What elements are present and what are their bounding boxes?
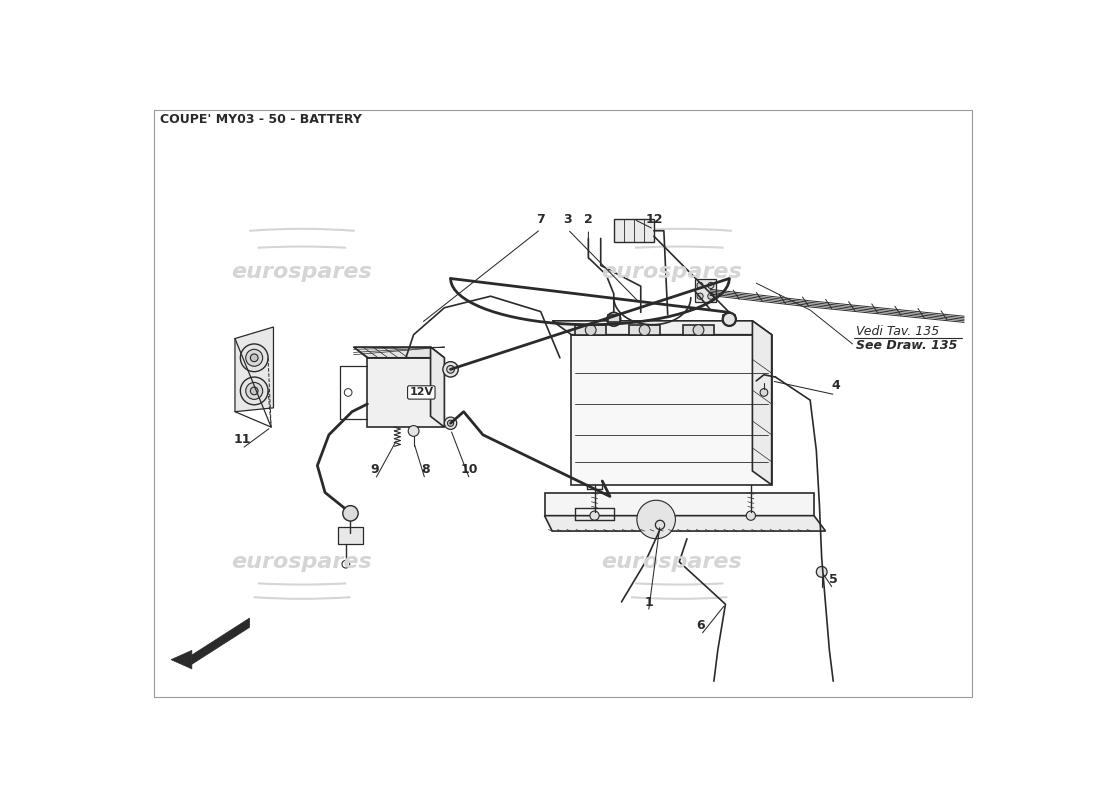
Circle shape	[607, 312, 620, 326]
Text: 2: 2	[584, 213, 593, 226]
Polygon shape	[544, 516, 825, 531]
Circle shape	[697, 293, 703, 299]
Text: eurospares: eurospares	[232, 552, 372, 572]
Circle shape	[585, 325, 596, 335]
Circle shape	[656, 520, 664, 530]
Circle shape	[746, 511, 756, 520]
Circle shape	[723, 312, 736, 326]
Text: 6: 6	[696, 619, 705, 632]
Text: 11: 11	[233, 433, 251, 446]
Polygon shape	[430, 347, 444, 427]
Text: 12: 12	[645, 213, 662, 226]
Text: 5: 5	[829, 573, 837, 586]
Circle shape	[241, 377, 268, 405]
Bar	[607, 314, 620, 322]
Text: 8: 8	[421, 463, 429, 476]
Circle shape	[448, 420, 453, 426]
Bar	[338, 527, 363, 544]
Circle shape	[639, 325, 650, 335]
Text: eurospares: eurospares	[602, 262, 741, 282]
Polygon shape	[353, 347, 444, 358]
Text: eurospares: eurospares	[602, 552, 741, 572]
Bar	[575, 325, 606, 335]
Bar	[723, 314, 736, 322]
Circle shape	[693, 325, 704, 335]
Circle shape	[443, 362, 459, 377]
Text: 9: 9	[371, 463, 380, 476]
Circle shape	[707, 293, 714, 299]
Bar	[614, 219, 653, 242]
Polygon shape	[544, 493, 814, 516]
Polygon shape	[752, 321, 772, 485]
Bar	[572, 334, 772, 485]
Circle shape	[447, 366, 454, 373]
Text: eurospares: eurospares	[232, 262, 372, 282]
Text: 12V: 12V	[409, 387, 433, 398]
Polygon shape	[235, 327, 274, 412]
Circle shape	[723, 313, 736, 326]
Text: 3: 3	[563, 213, 572, 226]
Polygon shape	[172, 650, 191, 669]
Circle shape	[245, 350, 263, 366]
Circle shape	[637, 500, 675, 538]
Text: 1: 1	[645, 596, 652, 609]
Circle shape	[444, 417, 456, 430]
Circle shape	[590, 511, 600, 520]
Text: 4: 4	[832, 378, 840, 392]
Text: Vedi Tav. 135: Vedi Tav. 135	[856, 326, 939, 338]
Circle shape	[241, 344, 268, 372]
Circle shape	[245, 382, 263, 399]
Text: See Draw. 135: See Draw. 135	[856, 339, 958, 352]
Text: 7: 7	[537, 213, 544, 226]
Circle shape	[760, 389, 768, 396]
Circle shape	[816, 566, 827, 578]
Circle shape	[343, 506, 359, 521]
Bar	[629, 325, 660, 335]
Polygon shape	[191, 618, 250, 664]
Circle shape	[251, 387, 258, 394]
Circle shape	[251, 354, 258, 362]
Polygon shape	[552, 321, 772, 334]
Circle shape	[697, 282, 703, 289]
Bar	[367, 358, 444, 427]
Circle shape	[408, 426, 419, 436]
Circle shape	[707, 282, 714, 289]
Text: COUPE' MY03 - 50 - BATTERY: COUPE' MY03 - 50 - BATTERY	[160, 113, 362, 126]
Bar	[683, 325, 714, 335]
Text: 10: 10	[461, 463, 478, 476]
Bar	[695, 279, 716, 302]
